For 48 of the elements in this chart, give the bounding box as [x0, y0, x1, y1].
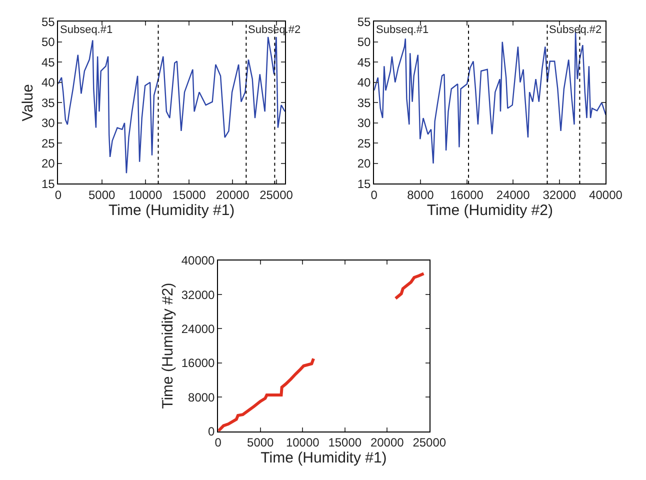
x-tick-label: 10000: [286, 436, 320, 450]
y-tick-label: 45: [357, 55, 372, 70]
x-tick-label: 25000: [260, 188, 294, 202]
x-tick-label: 25000: [412, 436, 446, 450]
x-tick-label: 16000: [450, 188, 484, 202]
y-tick-label: 24000: [181, 322, 216, 336]
y-axis-title: Time (Humidity #2): [160, 282, 177, 409]
x-tick-label: 40000: [589, 188, 623, 202]
y-tick-label: 0: [208, 424, 216, 438]
x-axis-title: Time (Humidity #2): [426, 202, 554, 220]
y-tick-label: 55: [41, 14, 56, 29]
x-tick-label: 15000: [328, 436, 362, 450]
y-tick-label: 20: [41, 156, 56, 171]
y-tick-label: 50: [357, 35, 372, 50]
y-tick-label: 35: [357, 96, 372, 110]
y-tick-label: 40000: [181, 254, 216, 268]
y-tick-label: 8000: [188, 390, 216, 404]
annotation: Subseq.#1: [60, 24, 113, 36]
y-tick-label: 40: [41, 76, 56, 90]
x-axis-title: Time (Humidity #1): [108, 202, 235, 220]
y-tick-label: 30: [41, 116, 56, 130]
y-tick-label: 25: [357, 136, 372, 150]
x-tick-label: 20000: [216, 188, 250, 202]
y-tick-label: 25: [41, 136, 56, 150]
y-tick-label: 15: [41, 176, 56, 191]
y-tick-label: 50: [41, 35, 56, 50]
x-tick-label: 8000: [407, 188, 434, 202]
line-series: [58, 36, 285, 174]
y-tick-label: 20: [357, 156, 372, 171]
annotation: Subseq.#1: [376, 24, 429, 36]
y-tick-label: 40: [357, 76, 372, 90]
x-tick-label: 5000: [88, 188, 116, 202]
x-axis-title: Time (Humidity #1): [260, 450, 387, 467]
y-tick-label: 55: [357, 14, 372, 29]
annotation: Subseq.#2: [549, 24, 602, 36]
x-tick-label: 15000: [172, 188, 206, 202]
x-tick-label: 24000: [496, 188, 530, 202]
x-tick-label: 10000: [128, 188, 162, 202]
y-tick-label: 35: [41, 96, 56, 110]
y-tick-label: 45: [41, 55, 56, 70]
y-tick-label: 30: [357, 116, 372, 130]
y-tick-label: 32000: [181, 288, 216, 302]
y-tick-label: 15: [357, 176, 372, 191]
y-axis-title: Value: [20, 84, 37, 122]
x-tick-label: 5000: [247, 436, 274, 450]
y-tick-label: 16000: [181, 356, 216, 370]
x-tick-label: 20000: [370, 436, 404, 450]
x-tick-label: 32000: [542, 188, 576, 202]
